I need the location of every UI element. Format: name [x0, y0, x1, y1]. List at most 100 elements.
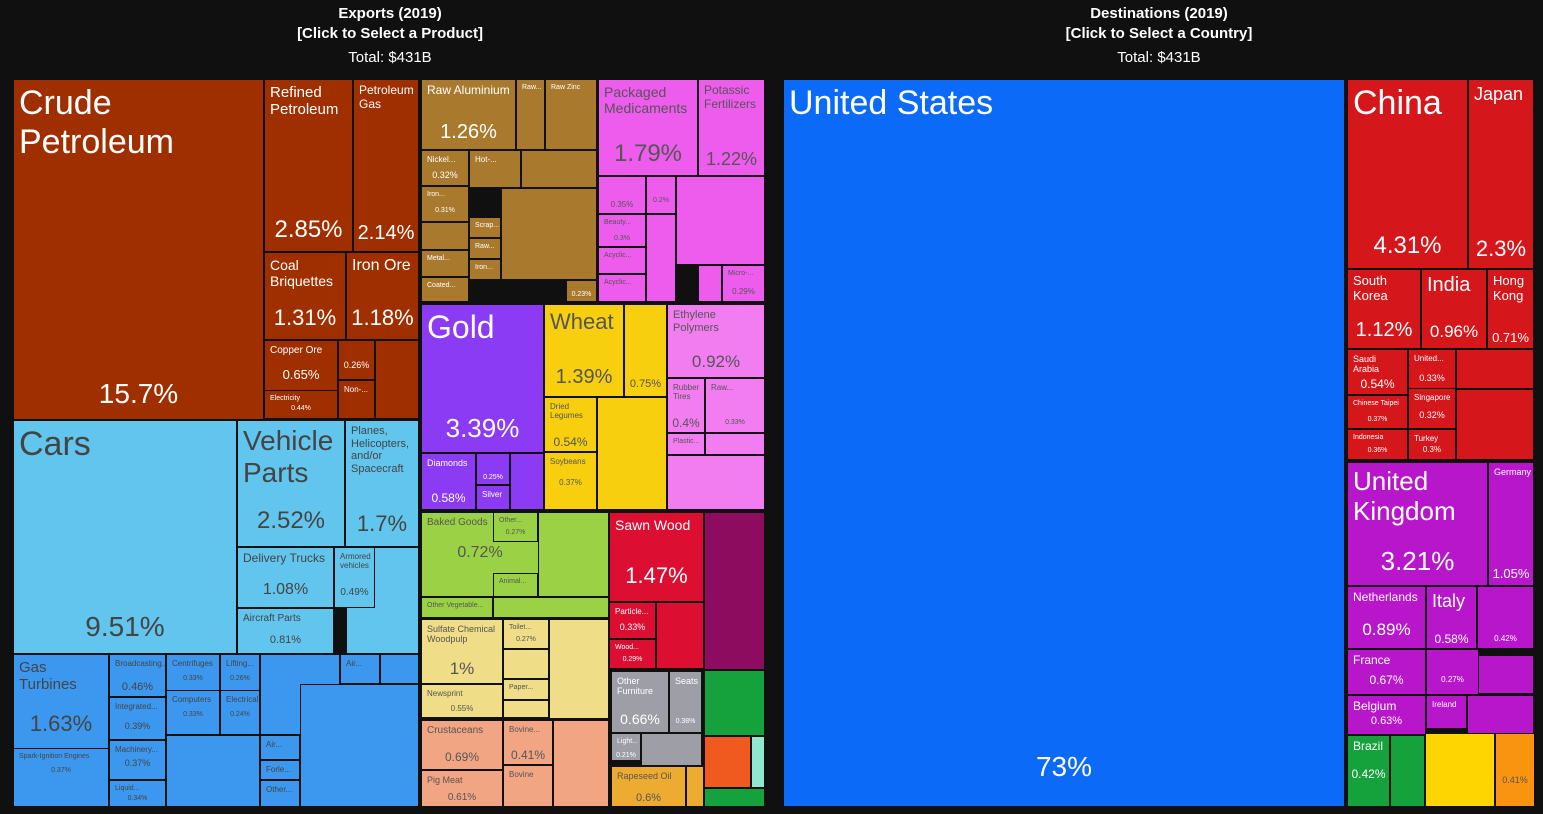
- product-tile[interactable]: Acyclic...: [598, 274, 646, 302]
- product-tile[interactable]: Non-...: [338, 380, 375, 419]
- product-tile[interactable]: Paper...: [503, 679, 549, 700]
- country-tile[interactable]: China 4.31%: [1347, 79, 1468, 269]
- product-tile[interactable]: Raw... 0.33%: [705, 378, 765, 433]
- country-tile[interactable]: Indonesia 0.36%: [1347, 429, 1408, 460]
- country-tile[interactable]: South Korea 1.12%: [1347, 269, 1421, 349]
- product-tile[interactable]: Integrated... 0.39%: [109, 697, 166, 740]
- product-tile[interactable]: Crude Petroleum 15.7%: [13, 79, 264, 420]
- country-tile[interactable]: Germany 1.05%: [1488, 462, 1534, 586]
- product-tile[interactable]: Forle...: [260, 760, 300, 780]
- product-tile[interactable]: 0.35%: [598, 176, 646, 214]
- product-tile[interactable]: Bovine... 0.41%: [503, 720, 553, 765]
- product-tile[interactable]: Vehicle Parts 2.52%: [237, 420, 345, 547]
- product-tile[interactable]: Potassic Fertilizers 1.22%: [698, 79, 765, 176]
- country-tile[interactable]: Italy 0.58%: [1426, 586, 1477, 649]
- product-tile[interactable]: Aircraft Parts 0.81%: [237, 608, 334, 654]
- product-tile[interactable]: 0.75%: [624, 304, 667, 397]
- country-tile[interactable]: 0.27%: [1426, 649, 1479, 695]
- product-tile[interactable]: Lifting... 0.26%: [220, 654, 260, 697]
- country-tile[interactable]: Brazil 0.42%: [1347, 735, 1390, 807]
- product-tile[interactable]: Pig Meat 0.61%: [421, 770, 503, 807]
- product-tile[interactable]: Wood... 0.29%: [609, 639, 656, 669]
- product-tile[interactable]: Raw Aluminium 1.26%: [421, 79, 516, 150]
- product-tile[interactable]: Metal...: [421, 250, 469, 277]
- product-tile[interactable]: Toilet... 0.27%: [503, 619, 549, 649]
- product-tile[interactable]: Wheat 1.39%: [544, 304, 624, 397]
- product-tile[interactable]: Gold 3.39%: [421, 304, 544, 453]
- product-tile[interactable]: Coated...: [421, 277, 469, 302]
- product-tile[interactable]: Raw...: [516, 79, 545, 150]
- product-tile[interactable]: Iron... 0.31%: [421, 186, 469, 222]
- product-tile[interactable]: Refined Petroleum 2.85%: [264, 79, 353, 252]
- product-tile[interactable]: Silver: [476, 485, 510, 510]
- product-tile[interactable]: Iron...: [469, 259, 501, 280]
- country-tile[interactable]: Hong Kong 0.71%: [1487, 269, 1534, 349]
- product-tile[interactable]: Sulfate Chemical Woodpulp 1%: [421, 619, 503, 684]
- product-tile[interactable]: Nickel... 0.32%: [421, 150, 469, 186]
- product-tile[interactable]: Acyclic...: [598, 247, 646, 274]
- product-tile[interactable]: Petroleum Gas 2.14%: [353, 79, 419, 252]
- product-tile[interactable]: Broadcasting... 0.46%: [109, 654, 166, 697]
- country-tile[interactable]: Chinese Taipei 0.37%: [1347, 395, 1408, 429]
- product-tile[interactable]: Liquid... 0.34%: [109, 780, 166, 807]
- product-tile[interactable]: Seats 0.38%: [669, 671, 702, 733]
- product-tile[interactable]: Air...: [340, 654, 380, 684]
- exports-subtitle[interactable]: [Click to Select a Product]: [297, 25, 483, 42]
- product-tile[interactable]: Delivery Trucks 1.08%: [237, 547, 334, 608]
- country-tile[interactable]: United... 0.33%: [1408, 349, 1456, 395]
- product-tile[interactable]: Dried Legumes 0.54%: [544, 397, 597, 452]
- country-tile[interactable]: Ireland: [1426, 695, 1467, 729]
- country-tile[interactable]: Netherlands 0.89%: [1347, 586, 1426, 649]
- product-tile[interactable]: Coal Briquettes 1.31%: [264, 252, 346, 340]
- country-tile[interactable]: France 0.67%: [1347, 649, 1426, 695]
- product-tile[interactable]: Electrical... 0.24%: [220, 690, 260, 735]
- product-tile[interactable]: 0.2%: [646, 176, 676, 214]
- country-tile[interactable]: Turkey 0.3%: [1408, 429, 1456, 460]
- product-tile[interactable]: Iron Ore 1.18%: [346, 252, 419, 340]
- product-tile[interactable]: Electricity 0.44%: [264, 390, 338, 419]
- country-tile[interactable]: Belgium 0.63%: [1347, 695, 1426, 735]
- product-tile[interactable]: Rapeseed Oil 0.6%: [611, 766, 686, 807]
- product-tile[interactable]: Cars 9.51%: [13, 420, 237, 654]
- product-tile[interactable]: Hot-...: [469, 150, 521, 188]
- product-tile[interactable]: 0.23%: [566, 280, 597, 302]
- country-tile[interactable]: United States 73%: [783, 79, 1345, 807]
- product-tile[interactable]: Centrifuges 0.33%: [166, 654, 220, 697]
- product-tile[interactable]: Raw Zinc: [545, 79, 597, 150]
- country-tile[interactable]: 0.42%: [1477, 586, 1534, 649]
- product-tile[interactable]: Machinery... 0.37%: [109, 740, 166, 780]
- country-tile[interactable]: Japan 2.3%: [1468, 79, 1534, 269]
- product-tile[interactable]: Air...: [260, 735, 300, 760]
- product-tile[interactable]: Diamonds 0.58%: [421, 453, 476, 510]
- product-tile[interactable]: Spark-Ignition Engines 0.37%: [13, 748, 109, 807]
- product-tile[interactable]: Particle... 0.33%: [609, 602, 656, 639]
- product-tile[interactable]: Sawn Wood 1.47%: [609, 512, 704, 602]
- product-tile[interactable]: Newsprint 0.55%: [421, 684, 503, 718]
- product-tile[interactable]: Computers 0.33%: [166, 690, 220, 735]
- product-tile[interactable]: Plastic...: [667, 433, 705, 455]
- product-tile[interactable]: Planes, Helicopters, and/or Spacecraft 1.…: [345, 420, 419, 547]
- product-tile[interactable]: Bovine: [503, 765, 553, 807]
- product-tile[interactable]: 0.25%: [476, 453, 510, 485]
- product-tile[interactable]: Packaged Medicaments 1.79%: [598, 79, 698, 176]
- product-tile[interactable]: Micro-... 0.29%: [722, 265, 765, 302]
- product-tile[interactable]: Animal...: [493, 573, 538, 597]
- product-tile[interactable]: Beauty... 0.3%: [598, 214, 646, 247]
- product-tile[interactable]: Other...: [260, 780, 300, 807]
- product-tile[interactable]: Soybeans 0.37%: [544, 452, 597, 510]
- product-tile[interactable]: Other Vegetable...: [421, 597, 493, 618]
- product-tile[interactable]: 0.26%: [338, 340, 375, 380]
- country-tile[interactable]: United Kingdom 3.21%: [1347, 462, 1488, 586]
- product-tile[interactable]: Other Furniture 0.66%: [611, 671, 669, 733]
- product-tile[interactable]: Scrap...: [469, 217, 501, 238]
- country-tile[interactable]: Saudi Arabia 0.54%: [1347, 349, 1408, 395]
- destinations-subtitle[interactable]: [Click to Select a Country]: [1065, 25, 1253, 42]
- product-tile[interactable]: Light... 0.21%: [611, 733, 641, 761]
- country-tile[interactable]: India 0.96%: [1421, 269, 1487, 349]
- product-tile[interactable]: Armored vehicles 0.49%: [334, 547, 375, 608]
- product-tile[interactable]: Ethylene Polymers 0.92%: [667, 304, 765, 378]
- country-tile[interactable]: 0.41%: [1495, 733, 1535, 807]
- product-tile[interactable]: Crustaceans 0.69%: [421, 720, 503, 770]
- country-tile[interactable]: Singapore 0.32%: [1408, 388, 1456, 429]
- product-tile[interactable]: Rubber Tires 0.4%: [667, 378, 705, 433]
